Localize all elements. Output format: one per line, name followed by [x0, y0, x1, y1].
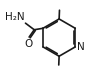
Text: O: O	[25, 39, 33, 49]
Text: H₂N: H₂N	[5, 12, 25, 22]
Text: N: N	[77, 42, 85, 52]
